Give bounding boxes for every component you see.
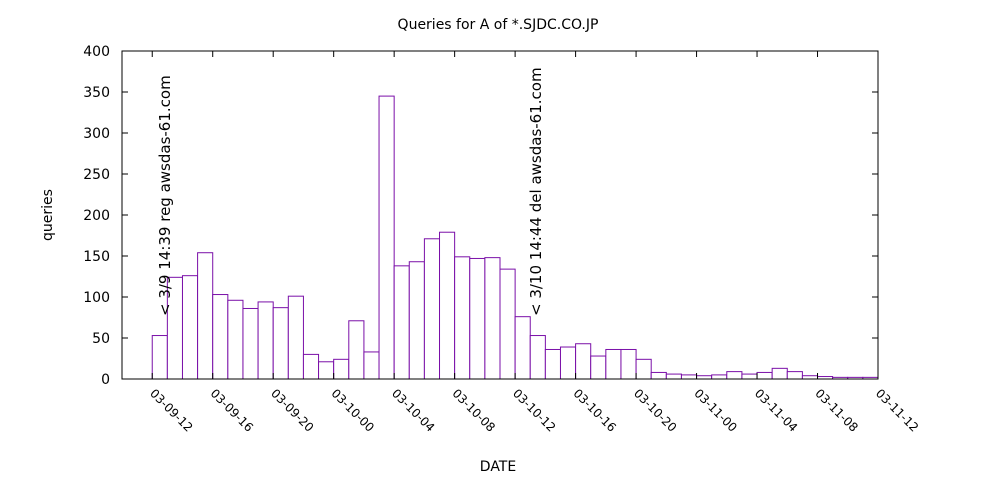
- histogram-bar: [590, 355, 607, 380]
- annotation-label: < 3/10 14:44 del awsdas-61.com: [527, 67, 545, 316]
- x-tick-label: 03-10-00: [329, 386, 377, 434]
- x-tick-label: 03-09-16: [208, 386, 256, 434]
- histogram-bar: [212, 294, 229, 380]
- x-axis-label: DATE: [480, 459, 516, 475]
- histogram-bar: [771, 367, 788, 380]
- histogram-bar: [514, 316, 531, 380]
- histogram-bar: [469, 257, 486, 380]
- histogram-bar: [378, 95, 395, 380]
- histogram-bar: [484, 257, 501, 380]
- histogram-bar: [348, 320, 365, 380]
- histogram-bar: [605, 348, 622, 380]
- histogram-bar: [756, 371, 773, 380]
- y-tick-label: 200: [83, 208, 110, 224]
- histogram-bar: [726, 371, 743, 380]
- histogram-bar: [529, 335, 546, 380]
- x-tick-label: 03-10-08: [450, 386, 498, 434]
- x-tick-label: 03-10-16: [570, 386, 618, 434]
- x-tick-label: 03-10-12: [510, 386, 558, 434]
- histogram-bar: [257, 301, 274, 380]
- histogram-bar: [711, 374, 728, 380]
- histogram-bar: [786, 371, 803, 380]
- histogram-bar: [665, 373, 682, 380]
- histogram-bar: [439, 231, 456, 380]
- x-tick-label: 03-11-08: [812, 386, 860, 434]
- y-tick-label: 300: [83, 126, 110, 142]
- y-tick-label: 100: [83, 290, 110, 306]
- x-tick-label: 03-10-20: [631, 386, 679, 434]
- histogram-bar: [363, 351, 380, 380]
- histogram-bar: [287, 295, 304, 380]
- histogram-bar: [393, 265, 410, 380]
- y-axis-label: queries: [40, 189, 56, 241]
- histogram-bar: [197, 252, 214, 380]
- y-tick-label: 0: [101, 372, 110, 388]
- histogram-bar: [272, 307, 289, 380]
- y-tick-label: 400: [83, 44, 110, 60]
- x-tick-label: 03-11-00: [691, 386, 739, 434]
- histogram-bar: [680, 374, 698, 380]
- histogram-bar: [741, 373, 758, 380]
- annotations-group: < 3/9 14:39 reg awsdas-61.com < 3/10 14:4…: [156, 67, 545, 316]
- histogram-bar: [333, 358, 350, 380]
- histogram-bar: [302, 353, 320, 380]
- histogram-bar: [620, 348, 637, 380]
- x-tick-label: 03-09-12: [147, 386, 195, 434]
- histogram-bar: [423, 238, 441, 380]
- x-tick-label: 03-11-12: [873, 386, 921, 434]
- histogram-bar: [559, 346, 577, 380]
- y-ticks-group: 0 50 100 150 200 250 300 350 400: [83, 44, 878, 388]
- y-tick-label: 250: [83, 167, 110, 183]
- bars-group: [151, 95, 879, 380]
- histogram-bar: [544, 348, 561, 380]
- histogram-bar: [408, 261, 425, 380]
- histogram-bar: [242, 307, 259, 380]
- histogram-bar: [499, 268, 516, 380]
- y-tick-label: 50: [92, 331, 110, 347]
- histogram-bar: [151, 335, 168, 380]
- x-tick-label: 03-09-20: [268, 386, 316, 434]
- histogram-bar: [575, 343, 592, 380]
- histogram-bar: [650, 371, 667, 380]
- histogram-bar: [635, 358, 652, 380]
- annotation-label: < 3/9 14:39 reg awsdas-61.com: [156, 75, 174, 316]
- plot-frame: [121, 50, 879, 380]
- x-tick-label: 03-11-04: [752, 386, 800, 434]
- histogram-bar: [454, 256, 471, 380]
- y-tick-label: 150: [83, 249, 110, 265]
- histogram-bar: [318, 361, 335, 380]
- histogram-bar: [227, 299, 244, 380]
- x-tick-label: 03-10-04: [389, 386, 437, 434]
- chart-title: Queries for A of *.SJDC.CO.JP: [398, 17, 599, 33]
- histogram-bar: [181, 275, 199, 380]
- y-tick-label: 350: [83, 85, 110, 101]
